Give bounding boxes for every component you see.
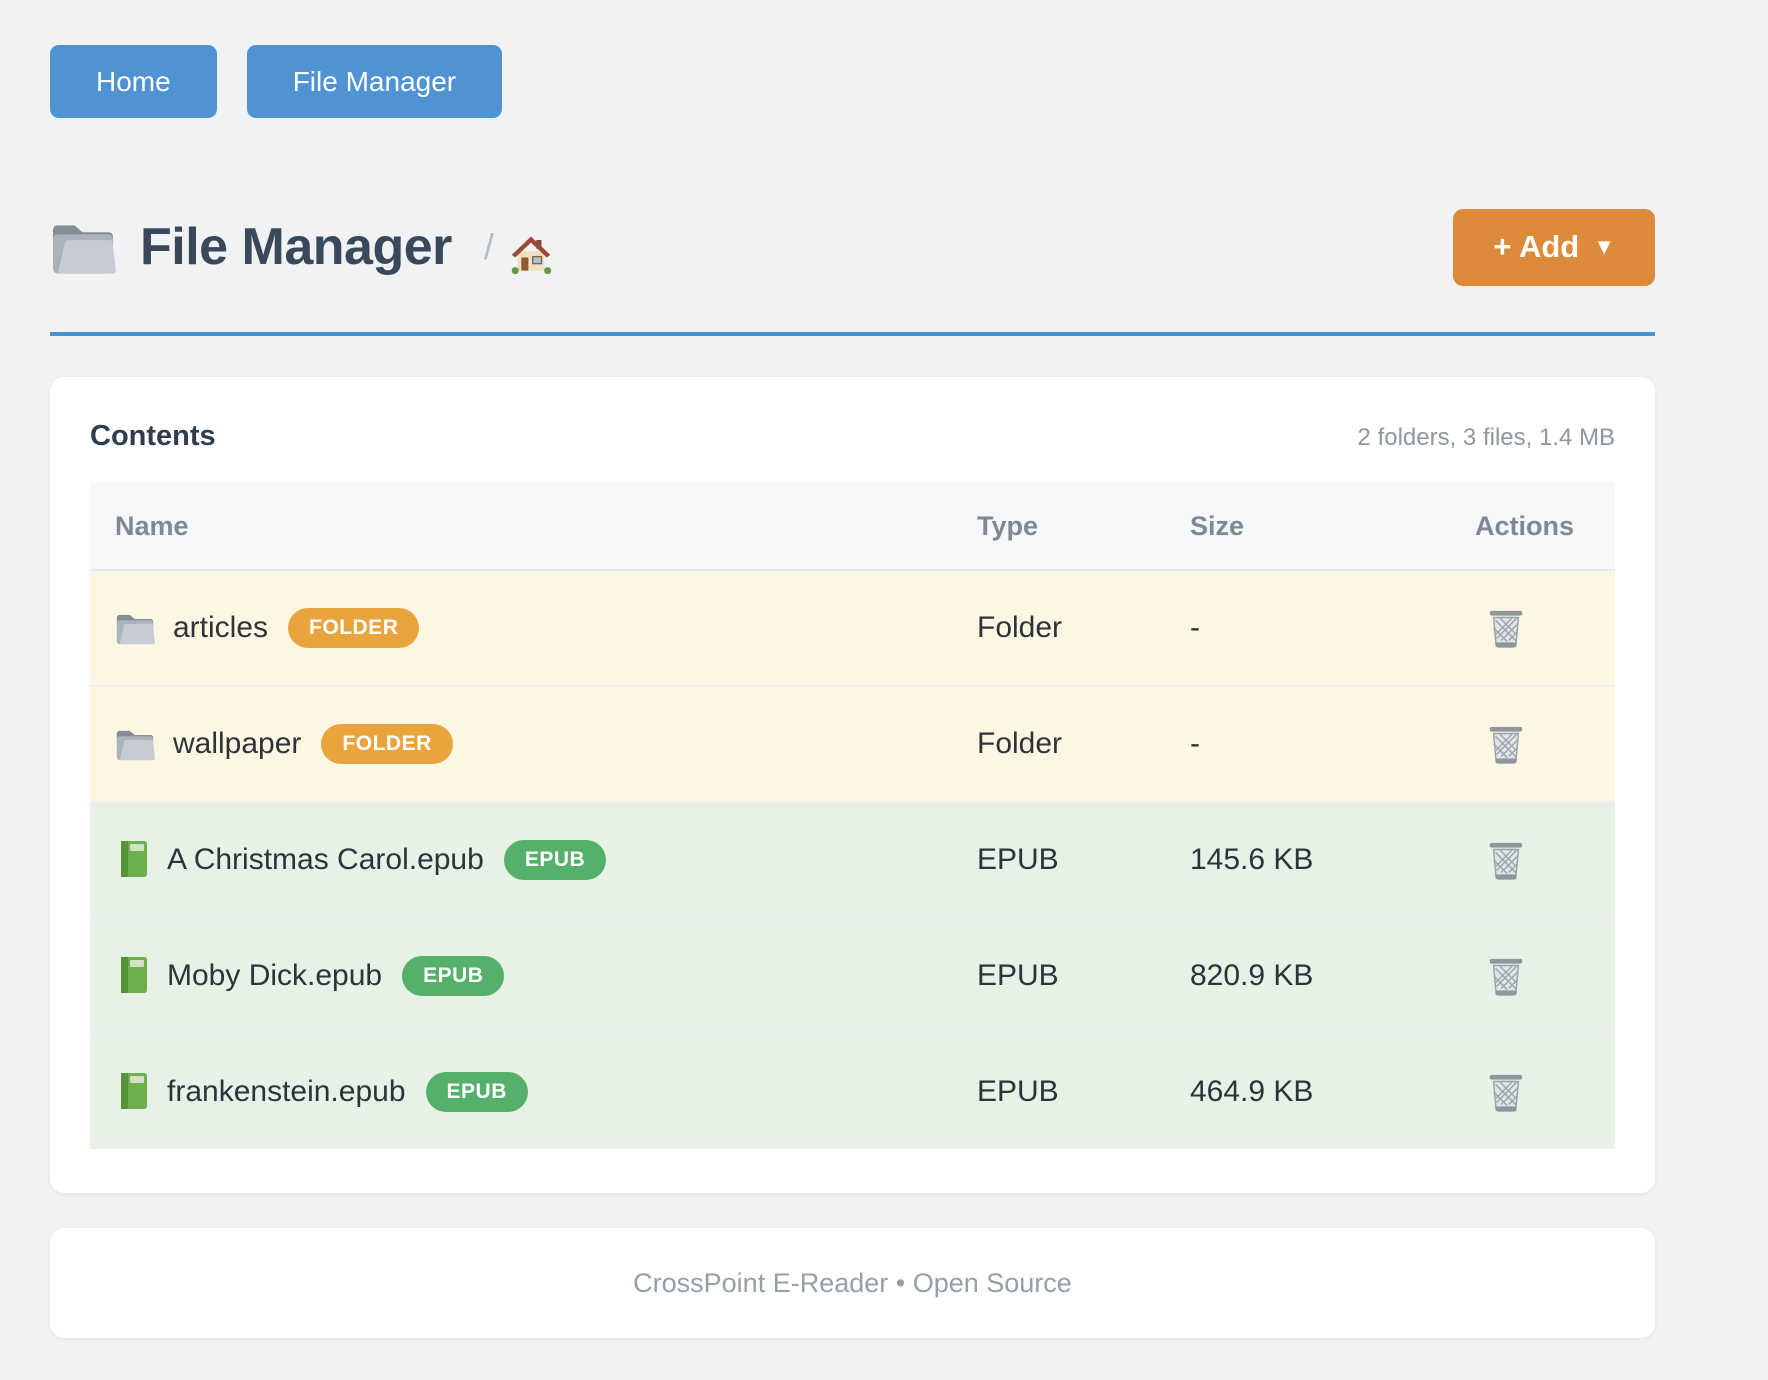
add-button-label: + Add — [1493, 229, 1580, 264]
file-table: Name Type Size Actions articles FOLDER F… — [90, 483, 1615, 1149]
table-row-christmas-carol[interactable]: A Christmas Carol.epub EPUB EPUB 145.6 K… — [90, 801, 1615, 918]
green-book-icon — [119, 957, 147, 993]
add-button[interactable]: + Add ▼ — [1453, 208, 1655, 286]
green-book-icon — [119, 841, 147, 877]
table-header-row: Name Type Size Actions — [90, 483, 1615, 571]
file-name: wallpaper — [173, 727, 302, 760]
file-name: frankenstein.epub — [167, 1075, 406, 1108]
contents-title: Contents — [90, 420, 216, 452]
trash-icon — [1489, 726, 1523, 764]
header-divider — [50, 332, 1655, 336]
folder-icon — [116, 614, 155, 645]
file-size: 820.9 KB — [1189, 917, 1474, 1034]
file-name: articles — [173, 611, 269, 644]
table-row-wallpaper[interactable]: wallpaper FOLDER Folder - — [90, 685, 1615, 802]
file-manager-page: Home File Manager File Manager / + Add ▼… — [50, 0, 1655, 1338]
epub-badge: EPUB — [425, 1072, 528, 1112]
page-title: File Manager — [140, 218, 452, 276]
nav-home-button[interactable]: Home — [50, 45, 217, 118]
contents-summary: 2 folders, 3 files, 1.4 MB — [1357, 424, 1615, 451]
top-nav: Home File Manager — [50, 45, 1655, 118]
trash-icon — [1489, 1074, 1523, 1112]
file-size: 145.6 KB — [1189, 801, 1474, 918]
page-header: File Manager / + Add ▼ — [50, 202, 1655, 292]
file-type: EPUB — [976, 801, 1189, 918]
contents-card: Contents 2 folders, 3 files, 1.4 MB Name… — [50, 377, 1655, 1193]
table-row-articles[interactable]: articles FOLDER Folder - — [90, 570, 1615, 686]
breadcrumb-separator: / — [483, 226, 494, 267]
delete-button[interactable] — [1487, 607, 1525, 649]
epub-badge: EPUB — [402, 956, 505, 996]
column-header-size: Size — [1189, 483, 1474, 571]
column-header-name: Name — [90, 483, 976, 571]
column-header-type: Type — [976, 483, 1189, 571]
epub-badge: EPUB — [503, 840, 607, 880]
folder-badge: FOLDER — [321, 724, 453, 764]
folder-badge: FOLDER — [288, 608, 420, 648]
file-size: - — [1189, 570, 1474, 686]
house-icon[interactable] — [510, 233, 552, 275]
file-name: Moby Dick.epub — [167, 959, 383, 992]
delete-button[interactable] — [1487, 1071, 1525, 1113]
trash-icon — [1489, 958, 1523, 996]
file-type: Folder — [976, 685, 1189, 802]
delete-button[interactable] — [1487, 723, 1525, 765]
folder-icon — [116, 730, 155, 761]
file-type: EPUB — [976, 1033, 1189, 1149]
chevron-down-icon: ▼ — [1593, 234, 1615, 259]
delete-button[interactable] — [1487, 955, 1525, 997]
folder-icon — [52, 225, 116, 274]
trash-icon — [1489, 610, 1523, 648]
delete-button[interactable] — [1487, 839, 1525, 881]
column-header-actions: Actions — [1474, 483, 1615, 571]
green-book-icon — [119, 1073, 147, 1109]
footer-text: CrossPoint E-Reader • Open Source — [633, 1267, 1072, 1298]
trash-icon — [1489, 842, 1523, 880]
file-type: EPUB — [976, 917, 1189, 1034]
file-size: - — [1189, 685, 1474, 802]
nav-file-manager-button[interactable]: File Manager — [246, 45, 503, 118]
table-row-frankenstein[interactable]: frankenstein.epub EPUB EPUB 464.9 KB — [90, 1033, 1615, 1149]
table-row-moby-dick[interactable]: Moby Dick.epub EPUB EPUB 820.9 KB — [90, 917, 1615, 1034]
file-name: A Christmas Carol.epub — [167, 843, 484, 876]
file-type: Folder — [976, 570, 1189, 686]
footer-card: CrossPoint E-Reader • Open Source — [50, 1228, 1655, 1338]
file-size: 464.9 KB — [1189, 1033, 1474, 1149]
